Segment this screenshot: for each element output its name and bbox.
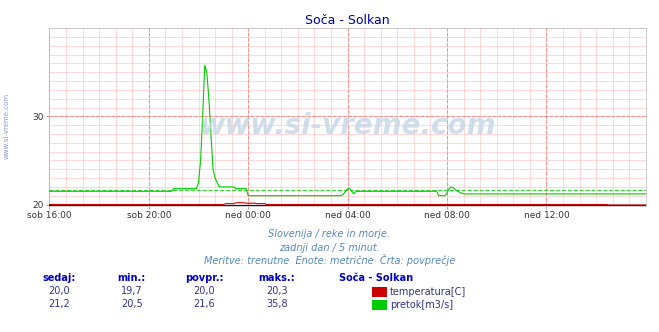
Text: povpr.:: povpr.: [185, 273, 223, 283]
Text: www.si-vreme.com: www.si-vreme.com [200, 112, 496, 140]
Text: temperatura[C]: temperatura[C] [390, 287, 467, 297]
Text: Soča - Solkan: Soča - Solkan [339, 273, 413, 283]
Text: sedaj:: sedaj: [43, 273, 76, 283]
Text: www.si-vreme.com: www.si-vreme.com [3, 93, 10, 159]
Text: 21,6: 21,6 [194, 299, 215, 309]
Text: Slovenija / reke in morje.: Slovenija / reke in morje. [268, 229, 391, 239]
Text: Meritve: trenutne  Enote: metrične  Črta: povprečje: Meritve: trenutne Enote: metrične Črta: … [204, 254, 455, 266]
Title: Soča - Solkan: Soča - Solkan [305, 14, 390, 27]
Text: 20,0: 20,0 [194, 286, 215, 296]
Text: min.:: min.: [118, 273, 146, 283]
Text: 19,7: 19,7 [121, 286, 142, 296]
Text: zadnji dan / 5 minut.: zadnji dan / 5 minut. [279, 243, 380, 253]
Text: pretok[m3/s]: pretok[m3/s] [390, 300, 453, 310]
Text: maks.:: maks.: [258, 273, 295, 283]
Text: 21,2: 21,2 [48, 299, 71, 309]
Text: 35,8: 35,8 [266, 299, 287, 309]
Text: 20,0: 20,0 [49, 286, 70, 296]
Text: 20,3: 20,3 [266, 286, 287, 296]
Text: 20,5: 20,5 [121, 299, 143, 309]
